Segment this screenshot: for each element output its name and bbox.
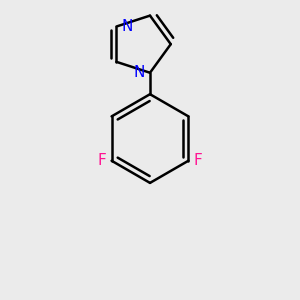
Text: N: N [134,65,145,80]
Text: F: F [194,153,202,168]
Text: N: N [122,19,133,34]
Text: F: F [98,153,106,168]
